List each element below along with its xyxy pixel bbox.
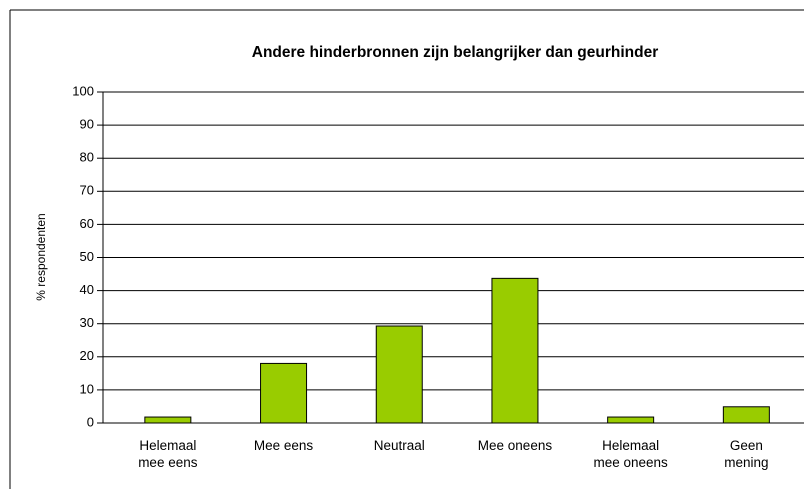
y-tick-label: 70 (80, 183, 94, 198)
y-tick-label: 80 (80, 150, 94, 165)
x-tick-label: Helemaal mee eens (138, 438, 198, 470)
y-tick-label: 10 (80, 381, 94, 396)
x-tick-label: Mee eens (253, 438, 314, 453)
y-tick-label: 100 (72, 83, 94, 98)
y-tick-label: 60 (80, 216, 94, 231)
bar (722, 406, 770, 424)
y-tick-label: 50 (80, 249, 94, 264)
x-tick-label: Helemaal mee oneens (593, 438, 668, 470)
x-tick-label: Mee oneens (477, 438, 553, 453)
bar (607, 416, 655, 424)
bar (375, 325, 423, 424)
y-tick-label: 90 (80, 117, 94, 132)
y-axis-label: % respondenten (34, 213, 48, 300)
x-tick-label: Neutraal (373, 438, 425, 453)
y-tick-label: 20 (80, 348, 94, 363)
y-tick-label: 30 (80, 315, 94, 330)
x-tick-label: Geen mening (724, 438, 769, 470)
chart-title: Andere hinderbronnen zijn belangrijker d… (252, 44, 659, 61)
y-tick-label: 40 (80, 282, 94, 297)
y-tick-label: 0 (87, 414, 94, 429)
bar (144, 416, 192, 424)
bar (260, 362, 308, 424)
bar (491, 277, 539, 424)
